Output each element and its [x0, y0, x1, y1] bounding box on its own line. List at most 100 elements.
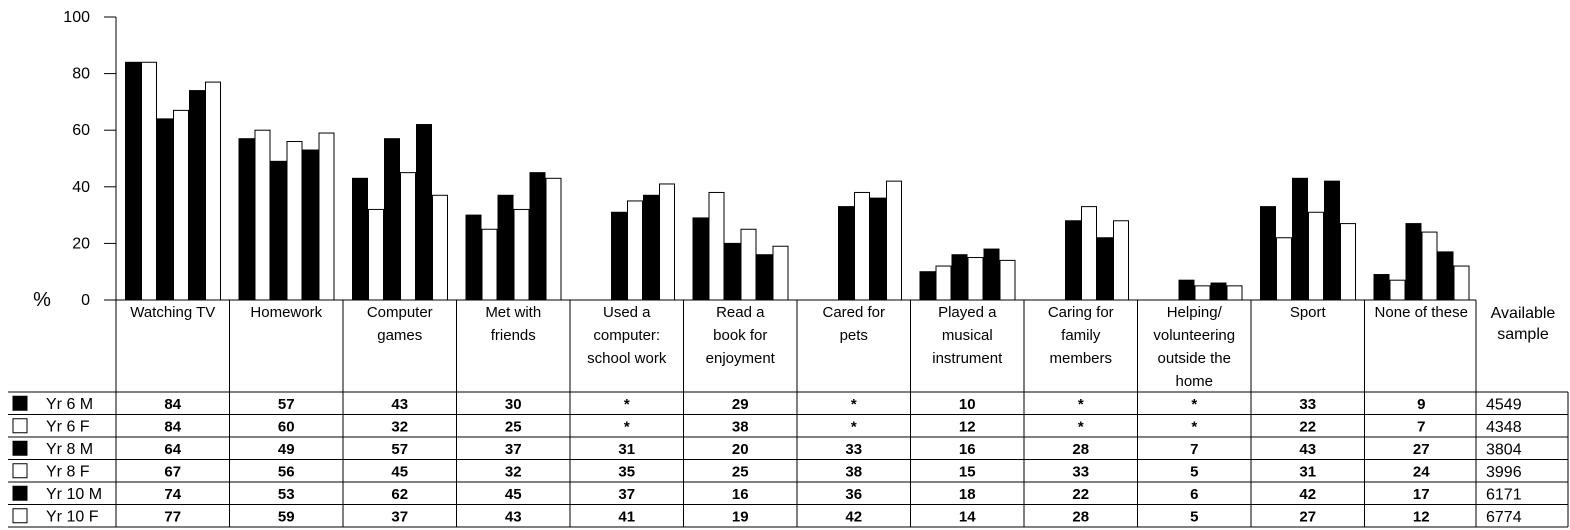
bar: [416, 124, 432, 301]
bar: [173, 109, 189, 301]
data-cell: 64: [164, 441, 181, 458]
bar: [205, 81, 221, 301]
data-cell: 6: [1190, 486, 1198, 503]
data-cell: 25: [732, 463, 749, 480]
category-label: Watching TV: [130, 304, 215, 321]
bar: [189, 90, 205, 301]
data-cell: 31: [1299, 463, 1316, 480]
bar: [1324, 180, 1340, 301]
bar: [772, 245, 789, 301]
bar: [125, 61, 141, 301]
bar: [740, 228, 757, 301]
series-label: Yr 10 M: [46, 486, 102, 503]
data-cell: 10: [959, 396, 976, 413]
bar: [1308, 211, 1324, 301]
series-label: Yr 8 M: [46, 441, 93, 458]
bar: [513, 208, 530, 301]
data-cell: *: [1078, 418, 1084, 435]
y-tick-label: 0: [81, 292, 90, 309]
bar: [756, 254, 773, 301]
data-cell: 45: [391, 463, 408, 480]
bar: [481, 228, 498, 301]
legend-swatch: [12, 418, 28, 434]
data-cell: 7: [1190, 441, 1198, 458]
category-label: musical: [942, 327, 993, 344]
data-cell: 84: [164, 418, 181, 435]
bar: [870, 197, 886, 301]
bar: [724, 242, 741, 301]
available-sample-value: 6171: [1486, 486, 1522, 503]
data-cell: 16: [959, 441, 976, 458]
data-cell: 33: [1072, 463, 1089, 480]
bar: [1340, 223, 1356, 301]
data-cell: 36: [845, 486, 862, 503]
bar: [318, 132, 335, 301]
bar: [1373, 274, 1390, 301]
available-sample-value: 3804: [1486, 441, 1522, 458]
data-cell: 33: [845, 441, 862, 458]
bar: [157, 118, 173, 301]
bar: [886, 180, 902, 301]
data-cell: 57: [391, 441, 408, 458]
bar: [1437, 251, 1454, 301]
series-label: Yr 6 F: [46, 418, 90, 435]
legend-swatch: [12, 463, 28, 479]
bar: [854, 191, 870, 301]
data-cell: 43: [505, 508, 522, 525]
bar: [611, 211, 627, 301]
y-tick-label: 80: [72, 66, 90, 83]
data-cell: 16: [732, 486, 749, 503]
legend-swatch: [12, 508, 28, 524]
data-cell: 20: [732, 441, 749, 458]
data-cell: 42: [845, 508, 862, 525]
series-label: Yr 10 F: [46, 508, 99, 525]
bar: [368, 208, 384, 301]
data-cell: 84: [164, 396, 181, 413]
bar: [935, 265, 952, 301]
data-cell: 59: [278, 508, 295, 525]
bar: [967, 257, 984, 301]
bar: [1210, 282, 1227, 301]
data-cell: 57: [278, 396, 295, 413]
data-cell: 9: [1417, 396, 1425, 413]
data-cell: 28: [1072, 441, 1089, 458]
category-label: enjoyment: [706, 350, 776, 367]
data-cell: 32: [391, 418, 408, 435]
data-cell: 74: [164, 486, 181, 503]
data-cell: 14: [959, 508, 976, 525]
bar: [1389, 279, 1406, 301]
bar: [286, 141, 303, 301]
category-label: Caring for: [1048, 304, 1114, 321]
data-cell: 15: [959, 463, 976, 480]
data-cell: *: [1078, 396, 1084, 413]
bar: [838, 206, 854, 301]
category-label: Helping/: [1167, 304, 1223, 321]
category-label: book for: [713, 327, 767, 344]
bar: [708, 191, 725, 301]
bar: [627, 200, 643, 301]
bar: [465, 214, 482, 301]
series-label: Yr 8 F: [46, 463, 90, 480]
bar: [643, 194, 659, 301]
category-label: games: [377, 327, 422, 344]
bar: [951, 254, 968, 301]
category-label: Used a: [603, 304, 651, 321]
bar: [1260, 206, 1276, 301]
data-cell: 25: [505, 418, 522, 435]
bar: [1178, 279, 1195, 301]
available-sample-value: 6774: [1486, 509, 1522, 526]
bar: [1081, 206, 1097, 301]
data-cell: 35: [618, 463, 635, 480]
bar: [1292, 177, 1308, 301]
bar: [1065, 220, 1081, 301]
data-cell: *: [851, 396, 857, 413]
data-cell: 43: [391, 396, 408, 413]
data-cell: 45: [505, 486, 522, 503]
bar: [1453, 265, 1470, 301]
y-tick-label: 40: [72, 179, 90, 196]
data-cell: 49: [278, 441, 295, 458]
bar: [1097, 237, 1113, 301]
legend-swatch: [12, 440, 28, 456]
data-cell: 38: [732, 418, 749, 435]
